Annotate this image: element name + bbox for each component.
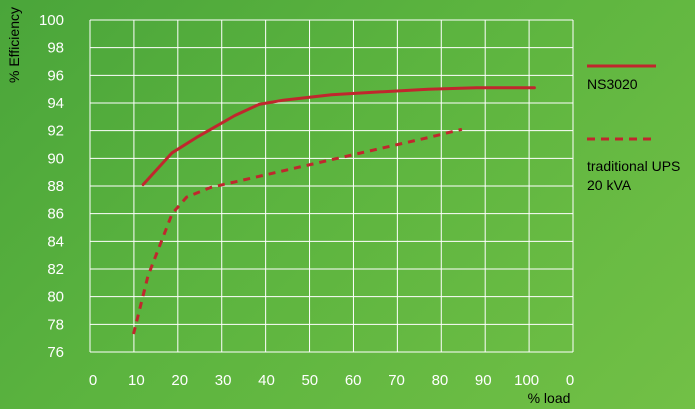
legend-label-traditional-ups-line1: traditional UPS xyxy=(587,158,680,174)
y-tick-label: 88 xyxy=(47,178,64,195)
x-tick-label: 0 xyxy=(89,372,97,389)
y-tick-label: 84 xyxy=(47,233,64,250)
y-tick-label: 98 xyxy=(47,40,64,57)
legend-label-ns3020: NS3020 xyxy=(587,76,638,92)
y-tick-label: 82 xyxy=(47,261,64,278)
x-tick-label: 90 xyxy=(475,372,492,389)
y-tick-label: 90 xyxy=(47,150,64,167)
chart-legend: NS3020 traditional UPS 20 kVA xyxy=(587,64,680,193)
x-tick-label: 100 xyxy=(514,372,539,389)
x-tick-label: 70 xyxy=(388,372,405,389)
legend-label-traditional-ups-line2: 20 kVA xyxy=(587,177,632,193)
y-axis-label: % Efficiency xyxy=(6,7,22,83)
x-tick-label: 10 xyxy=(128,372,145,389)
y-tick-label: 96 xyxy=(47,67,64,84)
x-tick-label: 0 xyxy=(566,372,574,389)
y-tick-label: 78 xyxy=(47,316,64,333)
x-tick-label: 30 xyxy=(215,372,232,389)
y-tick-label: 76 xyxy=(47,344,64,361)
x-tick-label: 80 xyxy=(432,372,449,389)
series-line-ns3020 xyxy=(141,86,536,187)
x-tick-label: 50 xyxy=(301,372,318,389)
series-line-traditional-ups xyxy=(132,127,463,335)
x-tick-label: 20 xyxy=(171,372,188,389)
y-tick-label: 100 xyxy=(39,12,64,29)
chart-grid xyxy=(89,19,574,353)
y-tick-label: 92 xyxy=(47,123,64,140)
x-axis-label: % load xyxy=(528,390,571,406)
y-axis-ticks: 76 78 80 82 84 86 88 90 92 94 96 98 100 xyxy=(39,12,64,361)
y-tick-label: 94 xyxy=(47,95,64,112)
x-tick-label: 40 xyxy=(258,372,275,389)
x-axis-ticks: 0 10 20 30 40 50 60 70 80 90 100 0 xyxy=(89,372,574,389)
y-tick-label: 80 xyxy=(47,289,64,306)
y-tick-label: 86 xyxy=(47,206,64,223)
chart-series xyxy=(132,86,536,335)
x-tick-label: 60 xyxy=(345,372,362,389)
